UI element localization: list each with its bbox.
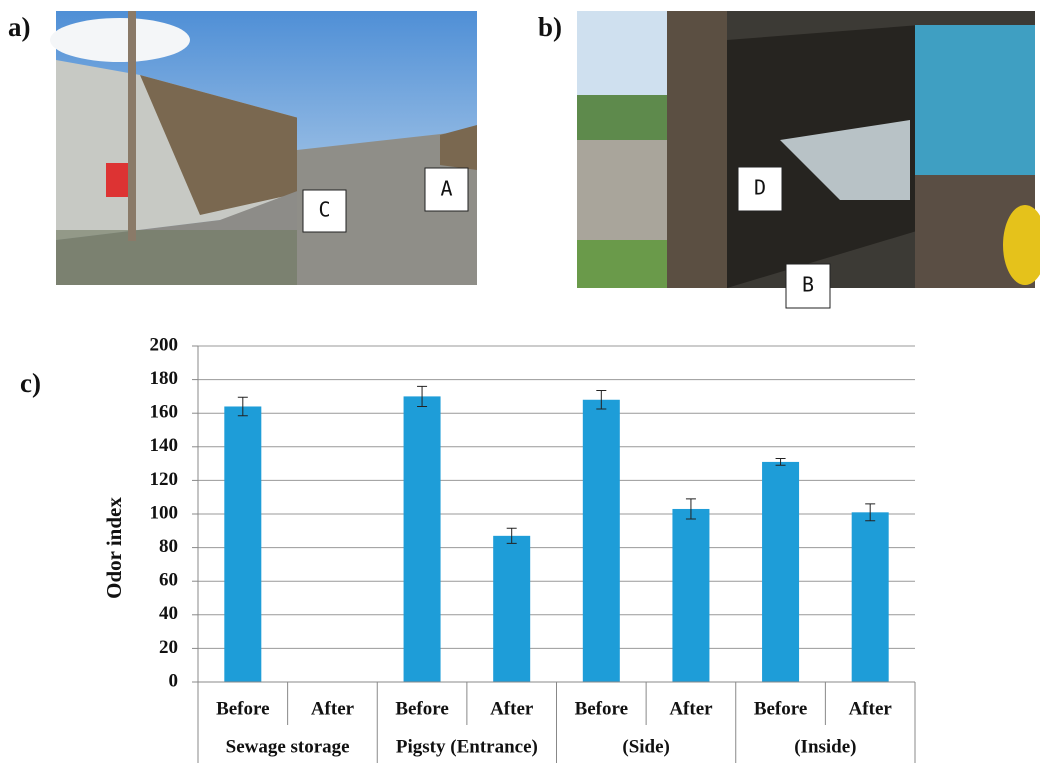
panel-label: a) [8,12,31,42]
x-tick-label: After [311,698,355,719]
y-tick-label: 80 [159,536,178,557]
y-axis-label: Odor index [102,497,126,599]
y-tick-label: 20 [159,637,178,658]
bar [851,512,889,682]
x-tick-label: After [669,698,713,719]
panel-label: c) [20,368,41,398]
bar [403,396,441,682]
x-tick-label: After [490,698,534,719]
y-tick-label: 160 [150,402,179,423]
y-tick-label: 120 [150,469,179,490]
photo-marker: B [802,273,814,297]
y-tick-label: 140 [150,435,179,456]
y-tick-label: 180 [150,368,179,389]
bar [493,535,531,682]
error-bar [685,498,696,520]
bar [224,406,262,682]
panel-label: b) [538,12,562,42]
bar [762,461,800,682]
photo-marker: C [318,198,330,222]
photo-marker: A [440,177,452,201]
group-label: Pigsty (Entrance) [396,736,538,757]
bar [582,399,620,682]
error-bar [775,458,786,466]
y-tick-label: 100 [150,502,179,523]
y-tick-label: 40 [159,603,178,624]
x-tick-label: Before [395,698,448,719]
bar [672,508,710,682]
group-label: (Inside) [794,736,856,757]
y-tick-label: 0 [169,670,179,691]
group-label: (Side) [622,736,670,757]
y-tick-label: 60 [159,570,178,591]
error-bar [237,396,248,417]
photo-marker: D [754,176,766,200]
error-bar [417,385,428,407]
error-bar [596,390,607,410]
x-tick-label: After [849,698,893,719]
error-bar [506,527,517,544]
photo-a-building [440,125,477,170]
photo-b [577,11,1040,288]
x-tick-label: Before [754,698,807,719]
x-tick-label: Before [575,698,628,719]
group-label: Sewage storage [226,736,350,757]
y-tick-label: 200 [150,334,179,355]
x-tick-label: Before [216,698,269,719]
error-bar [865,503,876,522]
